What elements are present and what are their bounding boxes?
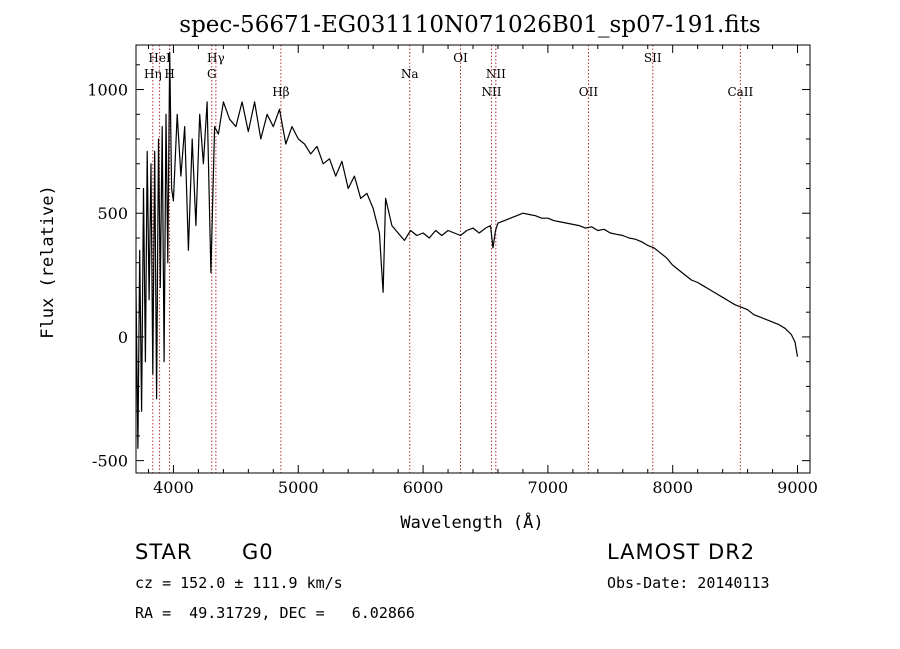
line-marker-label: HeI: [148, 51, 171, 65]
y-tick-label: 500: [97, 204, 128, 223]
line-marker-label: SII: [644, 51, 662, 65]
redshift-cz: cz = 152.0 ± 111.9 km/s: [135, 574, 343, 592]
line-marker-label: Na: [401, 67, 419, 81]
x-tick-label: 7000: [528, 478, 569, 497]
x-axis-label: Wavelength (Å): [400, 511, 543, 533]
line-marker-label: NII: [481, 85, 501, 99]
chart-title: spec-56671-EG031110N071026B01_sp07-191.f…: [179, 12, 760, 38]
line-marker-label: Hβ: [272, 85, 289, 99]
line-marker-label: Hγ: [207, 51, 225, 65]
axes: 4000 5000 6000 7000 8000 9000 -500 0 500 1000: [87, 45, 818, 497]
x-tick-label: 4000: [153, 478, 194, 497]
spectrum-line: [135, 51, 799, 449]
line-marker-label: NII: [486, 67, 506, 81]
line-marker-label: OII: [579, 85, 599, 99]
x-tick-label: 6000: [403, 478, 444, 497]
line-marker-label: OI: [453, 51, 468, 65]
line-marker-label: CaII: [727, 85, 753, 99]
y-axis-label: Flux (relative): [38, 185, 58, 339]
line-marker-label: G: [207, 67, 217, 81]
line-marker-label: Hη: [144, 67, 162, 81]
x-tick-label: 5000: [278, 478, 319, 497]
y-tick-label: 1000: [87, 81, 128, 100]
plot-frame: [135, 44, 811, 474]
observation-date: Obs-Date: 20140113: [607, 574, 770, 592]
y-tick-label: 0: [118, 328, 128, 347]
series-layer: [135, 51, 799, 449]
x-tick-label: 9000: [777, 478, 818, 497]
x-tick-label: 8000: [652, 478, 693, 497]
y-tick-label: -500: [92, 452, 128, 471]
object-class: STAR: [135, 540, 193, 564]
coordinates: RA = 49.31729, DEC = 6.02866: [135, 604, 415, 622]
survey-name: LAMOST DR2: [607, 540, 756, 564]
object-subclass: G0: [242, 540, 274, 564]
